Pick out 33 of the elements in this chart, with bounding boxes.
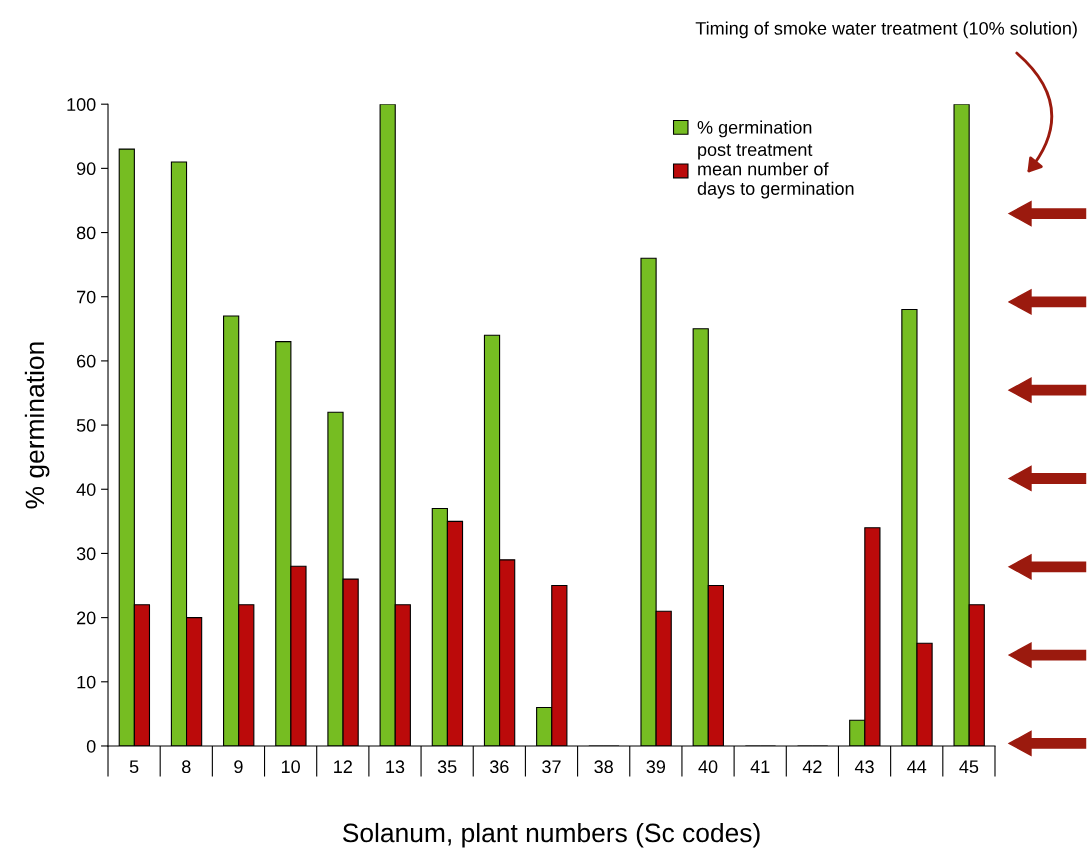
x-tick-label: 9	[234, 760, 243, 774]
x-tick-label: 43	[854, 760, 874, 774]
x-tick-label: 35	[437, 760, 457, 774]
y-tick-label: 50	[76, 419, 96, 432]
text: Timing of smoke water treatment (10% solution)	[695, 21, 1077, 39]
x-tick-label: 12	[334, 760, 352, 773]
x-tick-label: 36	[489, 760, 509, 774]
x-tick-label: 13	[386, 760, 405, 774]
legend-label: % germination	[697, 120, 812, 138]
x-tick-label: 39	[646, 760, 666, 774]
y-tick-label: 100	[67, 98, 96, 111]
y-tick-label: 40	[76, 483, 96, 496]
x-tick-label: 41	[750, 760, 770, 773]
x-tick-label: 8	[182, 760, 191, 774]
x-axis-title: Solanum, plant numbers (Sc codes)	[342, 822, 760, 848]
y-tick-label: 20	[77, 611, 96, 625]
y-tick-label: 30	[76, 547, 96, 561]
legend-label: post treatment mean number of days to germination	[697, 144, 854, 199]
x-tick-label: 38	[594, 760, 613, 774]
x-tick-label: 37	[542, 760, 561, 774]
x-tick-label: 45	[959, 760, 979, 774]
x-tick-label: 10	[281, 760, 300, 774]
y-tick-label: 60	[77, 354, 96, 368]
x-tick-label: 42	[802, 760, 822, 773]
y-tick-label: 0	[86, 739, 96, 753]
x-tick-label: 44	[907, 760, 927, 773]
y-tick-label: 10	[77, 675, 96, 689]
y-tick-label: 90	[76, 162, 96, 176]
x-tick-label: 5	[129, 760, 139, 774]
y-tick-label: 70	[77, 290, 96, 304]
x-tick-label: 40	[698, 760, 718, 774]
y-axis-title: % germination	[24, 342, 50, 509]
y-tick-label: 80	[76, 226, 96, 240]
